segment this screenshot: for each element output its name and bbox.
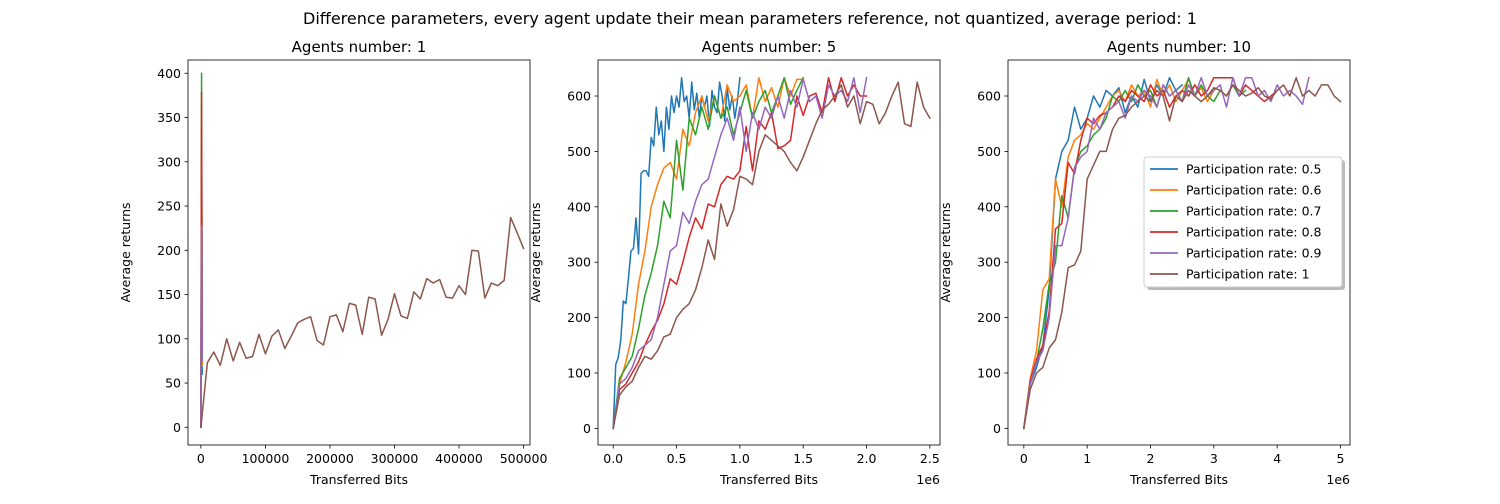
y-tick-label: 250 <box>157 199 181 214</box>
x-tick-label: 1.5 <box>793 451 813 466</box>
x-axis-label: Transferred Bits <box>719 472 818 487</box>
axes-frame <box>597 59 941 446</box>
x-axis-label: Transferred Bits <box>309 472 408 487</box>
series-line-5 <box>612 76 868 430</box>
series-line-6 <box>200 216 525 429</box>
x-tick-label: 0.5 <box>667 451 687 466</box>
panel-1: 0 100000 200000 300000 400000 500000 0 50 100 150… <box>118 38 547 487</box>
y-tick-label: 100 <box>567 365 591 380</box>
y-axis-label: Average returns <box>528 202 543 302</box>
x-tick-label: 0.0 <box>603 451 623 466</box>
x-tick-label: 100000 <box>242 451 290 466</box>
series-line-6 <box>612 81 931 430</box>
y-tick-label: 0 <box>993 421 1001 436</box>
y-tick-label: 500 <box>567 144 591 159</box>
series-group <box>1022 76 1342 430</box>
y-tick-label: 100 <box>977 365 1001 380</box>
legend-label: Participation rate: 0.6 <box>1186 183 1322 198</box>
x-tick-label: 0 <box>197 451 205 466</box>
legend-label: Participation rate: 0.9 <box>1186 246 1322 261</box>
y-tick-label: 100 <box>157 331 181 346</box>
x-tick-label: 1 <box>1083 451 1091 466</box>
figure-suptitle: Difference parameters, every agent updat… <box>303 9 1197 28</box>
legend-label: Participation rate: 0.5 <box>1186 162 1321 177</box>
y-tick-label: 400 <box>977 199 1001 214</box>
x-tick-label: 5 <box>1337 451 1345 466</box>
x-axis-label: Transferred Bits <box>1129 472 1228 487</box>
y-tick-label: 0 <box>583 421 591 436</box>
x-tick-label: 200000 <box>306 451 354 466</box>
legend-label: Participation rate: 0.7 <box>1186 204 1321 219</box>
series-line-2 <box>612 76 804 430</box>
x-tick-label: 300000 <box>371 451 419 466</box>
axes-frame <box>187 59 531 446</box>
x-tick-label: 1.0 <box>730 451 750 466</box>
x-axis-multiplier: 1e6 <box>916 472 940 487</box>
panel-title: Agents number: 5 <box>702 38 837 56</box>
y-axis-label: Average returns <box>118 202 133 302</box>
panel-3: 0 1 2 3 4 5 0 100 200 300 400 500 600 1e6 Agents numbe… <box>938 38 1351 487</box>
y-tick-label: 350 <box>157 110 181 125</box>
x-tick-label: 4 <box>1273 451 1281 466</box>
y-tick-label: 600 <box>567 89 591 104</box>
series-line-4 <box>612 76 868 430</box>
y-tick-label: 400 <box>157 66 181 81</box>
x-tick-label: 0 <box>1020 451 1028 466</box>
legend-box <box>1143 156 1343 288</box>
y-tick-label: 500 <box>977 144 1001 159</box>
y-tick-label: 50 <box>165 376 181 391</box>
panel-title: Agents number: 10 <box>1107 38 1251 56</box>
series-line-5 <box>1022 76 1310 430</box>
series-group <box>200 72 525 429</box>
y-axis-label: Average returns <box>938 202 953 302</box>
y-tick-label: 300 <box>157 154 181 169</box>
x-tick-label: 400000 <box>435 451 483 466</box>
x-tick-label: 3 <box>1210 451 1218 466</box>
y-tick-label: 0 <box>173 420 181 435</box>
series-line-6 <box>1022 76 1342 430</box>
y-tick-label: 200 <box>977 310 1001 325</box>
y-tick-label: 400 <box>567 199 591 214</box>
axes-frame <box>1007 59 1351 446</box>
y-tick-label: 300 <box>567 255 591 270</box>
series-line-5 <box>200 224 203 429</box>
y-tick-label: 300 <box>977 255 1001 270</box>
x-tick-label: 500000 <box>500 451 548 466</box>
x-tick-label: 2 <box>1147 451 1155 466</box>
y-tick-label: 600 <box>977 89 1001 104</box>
x-tick-label: 2.0 <box>857 451 877 466</box>
x-axis-multiplier: 1e6 <box>1326 472 1350 487</box>
panel-title: Agents number: 1 <box>292 38 427 56</box>
legend: Participation rate: 0.5 Participation rat… <box>1143 156 1345 290</box>
y-tick-label: 200 <box>157 243 181 258</box>
legend-label: Participation rate: 0.8 <box>1186 225 1322 240</box>
series-line-1 <box>612 76 741 430</box>
y-tick-label: 200 <box>567 310 591 325</box>
y-tick-label: 150 <box>157 287 181 302</box>
legend-label: Participation rate: 1 <box>1186 267 1310 282</box>
x-tick-label: 2.5 <box>920 451 940 466</box>
panel-2: 0.0 0.5 1.0 1.5 2.0 2.5 0 100 200 300 400 500 600 1e6… <box>528 38 941 487</box>
series-group <box>612 76 931 430</box>
